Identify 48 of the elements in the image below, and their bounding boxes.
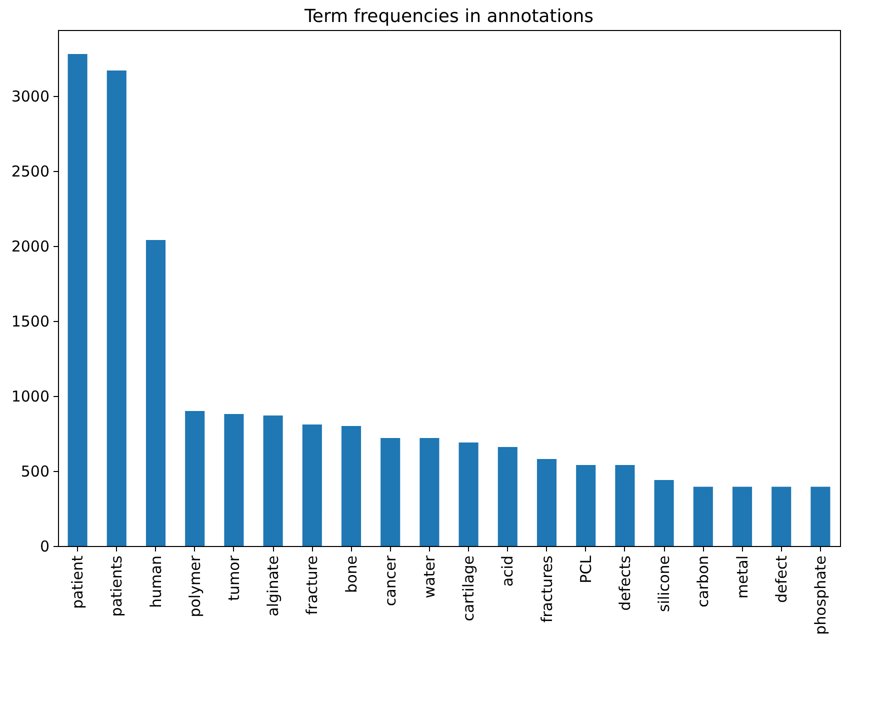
x-tick-label: fracture bbox=[303, 556, 322, 615]
x-tick-label: defect bbox=[772, 555, 790, 603]
x-tick-label: polymer bbox=[186, 554, 204, 618]
chart-title: Term frequencies in annotations bbox=[303, 6, 594, 27]
x-tick-label: cartilage bbox=[460, 556, 478, 622]
bar bbox=[302, 424, 322, 546]
y-tick-label: 500 bbox=[20, 462, 50, 480]
bar bbox=[772, 486, 792, 546]
bar bbox=[458, 442, 478, 546]
bar bbox=[810, 486, 830, 546]
y-tick-label: 0 bbox=[40, 538, 50, 556]
bar bbox=[498, 447, 518, 546]
bar bbox=[106, 70, 126, 546]
bar bbox=[693, 486, 713, 546]
bar bbox=[615, 465, 635, 546]
y-tick-label: 3000 bbox=[11, 88, 50, 106]
x-tick-label: tumor bbox=[224, 554, 243, 601]
x-tick-label: defects bbox=[616, 555, 634, 611]
x-tick-label: acid bbox=[498, 556, 517, 587]
x-tick-label: alginate bbox=[264, 556, 282, 616]
bar bbox=[341, 426, 362, 546]
x-tick-label: cancer bbox=[381, 554, 400, 606]
bar bbox=[263, 416, 283, 546]
x-tick-label: metal bbox=[733, 556, 752, 599]
y-tick-label: 1500 bbox=[11, 312, 50, 330]
x-tick-label: patient bbox=[68, 555, 87, 609]
bar bbox=[146, 240, 166, 546]
x-tick-label: PCL bbox=[576, 554, 595, 584]
x-tick-label: fractures bbox=[538, 555, 556, 623]
bar bbox=[185, 411, 205, 546]
bar bbox=[224, 414, 244, 546]
y-tick-label: 2000 bbox=[11, 238, 50, 256]
x-tick-label: water bbox=[420, 554, 438, 598]
x-tick-label: patients bbox=[108, 555, 126, 617]
x-tick-label: carbon bbox=[694, 556, 712, 608]
x-tick-label: silicone bbox=[655, 556, 674, 612]
bar bbox=[654, 480, 674, 546]
bar bbox=[576, 465, 596, 546]
bar bbox=[380, 438, 400, 546]
x-tick-label: phosphate bbox=[811, 556, 830, 635]
bar bbox=[68, 54, 88, 546]
bar bbox=[420, 438, 440, 546]
y-tick-label: 2500 bbox=[11, 162, 50, 180]
y-tick-label: 1000 bbox=[11, 388, 50, 406]
x-tick-label: human bbox=[146, 556, 165, 608]
bar bbox=[732, 486, 752, 546]
bar bbox=[536, 459, 557, 546]
x-tick-label: bone bbox=[342, 556, 360, 593]
